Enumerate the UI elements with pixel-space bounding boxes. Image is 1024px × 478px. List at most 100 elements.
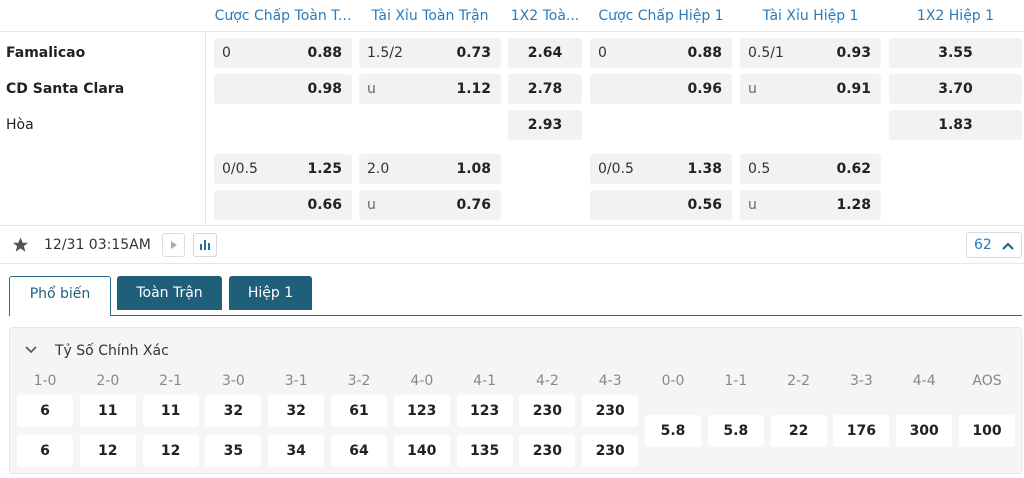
score-label: 4-2: [535, 373, 559, 389]
score-odds[interactable]: 140: [393, 435, 450, 467]
odds-value: 2.93: [527, 117, 563, 133]
odds-cell[interactable]: 3.70: [889, 74, 1022, 104]
score-odds[interactable]: 12: [142, 435, 199, 467]
score-odds[interactable]: 123: [393, 395, 450, 427]
score-odds[interactable]: 5.8: [707, 415, 764, 447]
score-odds[interactable]: 230: [519, 395, 576, 427]
odds-cell[interactable]: u 1.12: [359, 74, 501, 104]
odds-value: 0.66: [307, 197, 342, 213]
play-icon: [171, 241, 177, 249]
tab[interactable]: Phổ biến: [9, 276, 111, 316]
tab[interactable]: Toàn Trận: [117, 276, 222, 310]
score-label: 0-0: [661, 373, 685, 389]
odds-line: u: [367, 197, 376, 213]
score-odds[interactable]: 11: [79, 395, 136, 427]
score-label: 2-1: [159, 373, 183, 389]
odds-line: u: [748, 81, 757, 97]
score-odds[interactable]: 6: [17, 435, 73, 467]
odds-value: 0.73: [456, 45, 491, 61]
odds-cell[interactable]: 1.83: [889, 110, 1022, 140]
odds-cell[interactable]: u 0.91: [740, 74, 881, 104]
odds-line: 1.5/2: [367, 45, 403, 61]
odds-cell[interactable]: 0.66: [214, 190, 352, 220]
score-odds[interactable]: 5.8: [645, 415, 701, 447]
odds-cell[interactable]: 2.0 1.08: [359, 154, 501, 184]
column-header: Cược Chấp Toàn T...: [214, 8, 352, 24]
score-odds[interactable]: 35: [205, 435, 262, 467]
more-markets-button[interactable]: 62: [966, 232, 1022, 258]
odds-cell[interactable]: 2.93: [508, 110, 582, 140]
odds-cell[interactable]: 0/0.5 1.25: [214, 154, 352, 184]
score-odds[interactable]: 34: [268, 435, 325, 467]
score-odds[interactable]: 100: [959, 415, 1015, 447]
play-button[interactable]: [162, 233, 185, 257]
column-header: 1X2 Hiệp 1: [916, 8, 995, 24]
score-odds[interactable]: 32: [268, 395, 325, 427]
team-name: Famalicao: [6, 45, 86, 61]
odds-cell[interactable]: u 0.76: [359, 190, 501, 220]
odds-cell[interactable]: 3.55: [889, 38, 1022, 68]
collapse-icon: [1002, 242, 1014, 250]
odds-value: 2.78: [527, 81, 563, 97]
odds-cell[interactable]: u 1.28: [740, 190, 881, 220]
odds-value: 0.88: [687, 45, 722, 61]
odds-cell[interactable]: 0.56: [590, 190, 732, 220]
odds-cell[interactable]: 1.5/2 0.73: [359, 38, 501, 68]
odds-line: u: [367, 81, 376, 97]
score-odds[interactable]: 12: [79, 435, 136, 467]
score-label: 3-1: [284, 373, 308, 389]
odds-value: 0.56: [687, 197, 722, 213]
odds-value: 3.70: [938, 81, 973, 97]
score-odds[interactable]: 61: [331, 395, 387, 427]
odds-cell[interactable]: 0.5 0.62: [740, 154, 881, 184]
score-odds[interactable]: 6: [17, 395, 73, 427]
tab[interactable]: Hiệp 1: [229, 276, 312, 310]
column-header: 1X2 Toà...: [510, 8, 580, 24]
odds-cell[interactable]: 2.78: [508, 74, 582, 104]
odds-value: 0.76: [456, 197, 491, 213]
odds-cell[interactable]: 0.96: [590, 74, 732, 104]
odds-cell[interactable]: 0 0.88: [590, 38, 732, 68]
odds-cell[interactable]: 0/0.5 1.38: [590, 154, 732, 184]
score-odds[interactable]: 32: [205, 395, 262, 427]
score-label: 1-1: [724, 373, 748, 389]
odds-cell[interactable]: 0.98: [214, 74, 352, 104]
score-label: 4-3: [598, 373, 622, 389]
score-odds[interactable]: 64: [331, 435, 387, 467]
odds-value: 1.28: [836, 197, 871, 213]
score-odds[interactable]: 176: [833, 415, 890, 447]
collapse-chevron[interactable]: [23, 342, 39, 358]
score-label: 4-0: [410, 373, 434, 389]
score-label: 4-4: [912, 373, 936, 389]
score-label: 3-2: [347, 373, 371, 389]
score-odds[interactable]: 230: [582, 435, 639, 467]
odds-cell[interactable]: 2.64: [508, 38, 582, 68]
team-name: Hòa: [6, 117, 34, 133]
stats-icon: [200, 240, 210, 250]
score-label: 3-0: [221, 373, 245, 389]
odds-value: 1.12: [456, 81, 491, 97]
datetime: 12/31 03:15AM: [44, 237, 151, 253]
score-odds[interactable]: 22: [770, 415, 827, 447]
odds-value: 1.83: [938, 117, 973, 133]
score-label: 4-1: [473, 373, 497, 389]
column-header: Tài Xỉu Toàn Trận: [371, 8, 489, 24]
odds-line: 0: [222, 45, 231, 61]
odds-line: 2.0: [367, 161, 390, 177]
score-odds[interactable]: 135: [456, 435, 513, 467]
column-header: Cược Chấp Hiệp 1: [598, 8, 724, 24]
score-label: 2-0: [96, 373, 120, 389]
score-odds[interactable]: 230: [519, 435, 576, 467]
market-count: 62: [974, 237, 992, 253]
score-odds[interactable]: 11: [142, 395, 199, 427]
odds-cell[interactable]: 0 0.88: [214, 38, 352, 68]
toolbar-divider: [0, 225, 1024, 226]
odds-cell[interactable]: 0.5/1 0.93: [740, 38, 881, 68]
score-odds[interactable]: 123: [456, 395, 513, 427]
odds-value: 0.98: [307, 81, 342, 97]
favorite-star[interactable]: [11, 236, 30, 254]
score-odds[interactable]: 300: [896, 415, 953, 447]
odds-value: 0.62: [836, 161, 871, 177]
score-odds[interactable]: 230: [582, 395, 639, 427]
stats-button[interactable]: [193, 233, 217, 257]
